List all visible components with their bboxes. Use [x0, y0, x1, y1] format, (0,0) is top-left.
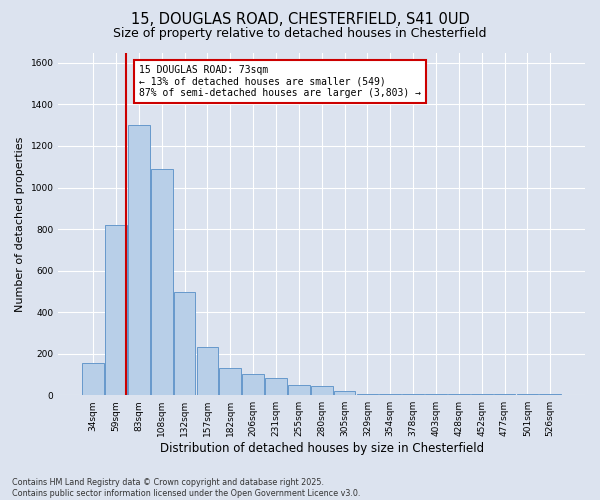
Bar: [151, 169, 173, 395]
Text: Contains HM Land Registry data © Crown copyright and database right 2025.
Contai: Contains HM Land Registry data © Crown c…: [12, 478, 361, 498]
Bar: [242, 374, 264, 395]
Bar: [517, 394, 538, 395]
Bar: [334, 391, 355, 395]
Bar: [471, 394, 493, 395]
Bar: [288, 385, 310, 395]
Bar: [174, 292, 196, 395]
Y-axis label: Number of detached properties: Number of detached properties: [15, 136, 25, 312]
Bar: [379, 394, 401, 395]
Text: 15 DOUGLAS ROAD: 73sqm
← 13% of detached houses are smaller (549)
87% of semi-de: 15 DOUGLAS ROAD: 73sqm ← 13% of detached…: [139, 65, 421, 98]
Bar: [425, 394, 447, 395]
Bar: [356, 394, 378, 395]
Bar: [265, 378, 287, 395]
Bar: [105, 225, 127, 395]
Bar: [311, 386, 332, 395]
X-axis label: Distribution of detached houses by size in Chesterfield: Distribution of detached houses by size …: [160, 442, 484, 455]
Bar: [494, 394, 515, 395]
Bar: [197, 348, 218, 395]
Bar: [539, 394, 561, 395]
Bar: [402, 394, 424, 395]
Bar: [82, 363, 104, 395]
Bar: [448, 394, 470, 395]
Bar: [128, 125, 150, 395]
Text: Size of property relative to detached houses in Chesterfield: Size of property relative to detached ho…: [113, 28, 487, 40]
Text: 15, DOUGLAS ROAD, CHESTERFIELD, S41 0UD: 15, DOUGLAS ROAD, CHESTERFIELD, S41 0UD: [131, 12, 469, 28]
Bar: [220, 368, 241, 395]
